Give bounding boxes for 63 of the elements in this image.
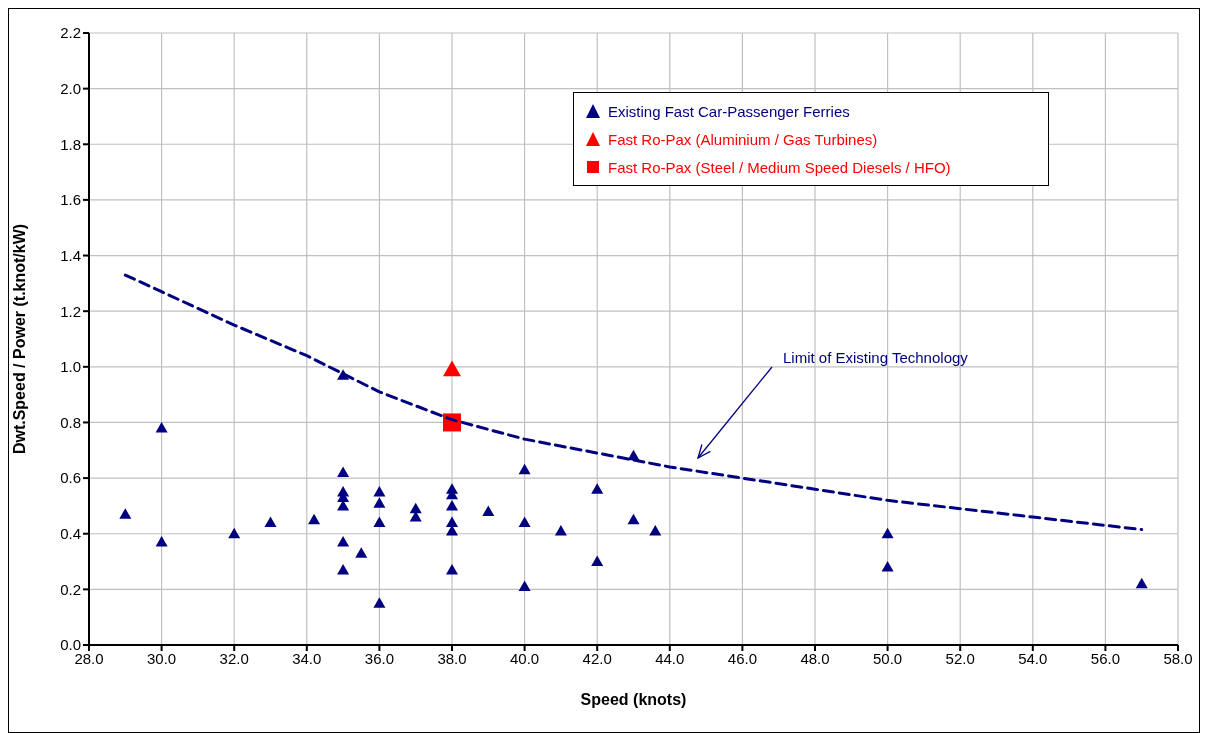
point [881,561,894,572]
point [308,513,321,525]
x-tick-label: 44.0 [655,649,685,667]
y-tick-label: 1.8 [60,135,81,153]
x-tick-label: 58.0 [1163,649,1193,667]
x-tick-label: 46.0 [727,649,757,667]
y-tick-label: 0.6 [60,469,81,487]
y-tick-label: 0.2 [60,580,81,598]
x-tick-label: 38.0 [437,649,467,667]
x-tick-label: 42.0 [582,649,612,667]
point [518,463,531,475]
point [355,547,368,558]
y-tick-label: 1.6 [60,191,81,209]
x-tick-label: 40.0 [510,649,540,667]
point [591,555,604,567]
x-tick-label: 56.0 [1090,649,1120,667]
point [649,524,662,536]
y-tick-label: 0.4 [60,525,81,543]
point [591,483,604,494]
point [446,516,458,528]
y-tick-label: 2.2 [60,24,81,42]
point [373,497,386,508]
point [119,508,132,519]
legend-label: Existing Fast Car-Passenger Ferries [608,102,850,120]
y-tick-label: 1.4 [60,246,81,264]
y-axis-title: Dwt.Speed / Power (t.knot/kW) [10,223,28,455]
point [446,563,458,575]
point [264,516,277,528]
point [1135,577,1148,589]
point [518,516,531,528]
y-tick-label: 1.0 [60,358,81,376]
point [443,360,461,377]
y-tick-label: 0.8 [60,413,81,431]
point [155,536,168,547]
point [373,486,386,497]
x-tick-label: 52.0 [945,649,975,667]
y-tick-label: 2.0 [60,79,81,97]
x-tick-label: 54.0 [1018,649,1048,667]
point [881,527,894,539]
x-tick-label: 34.0 [292,649,322,667]
point [228,527,241,539]
legend-label: Fast Ro-Pax (Aluminium / Gas Turbines) [608,130,878,148]
y-tick-label: 1.2 [60,302,81,320]
point [518,580,531,592]
x-tick-label: 50.0 [873,649,903,667]
x-tick-label: 48.0 [800,649,830,667]
point [482,505,495,516]
point [337,536,350,547]
point [155,422,168,433]
point [554,524,567,536]
point [337,466,350,478]
point [409,502,422,514]
point [373,597,386,608]
annotation: Limit of Existing Technology [783,349,969,366]
x-tick-label: 36.0 [364,649,394,667]
x-tick-label: 32.0 [219,649,249,667]
legend-label: Fast Ro-Pax (Steel / Medium Speed Diesels / HFO) [608,158,951,176]
point [627,513,640,525]
x-axis-title: Speed (knots) [580,691,687,708]
point [373,516,386,528]
point [337,563,350,575]
x-tick-label: 30.0 [147,649,177,667]
line-series [123,273,1144,532]
